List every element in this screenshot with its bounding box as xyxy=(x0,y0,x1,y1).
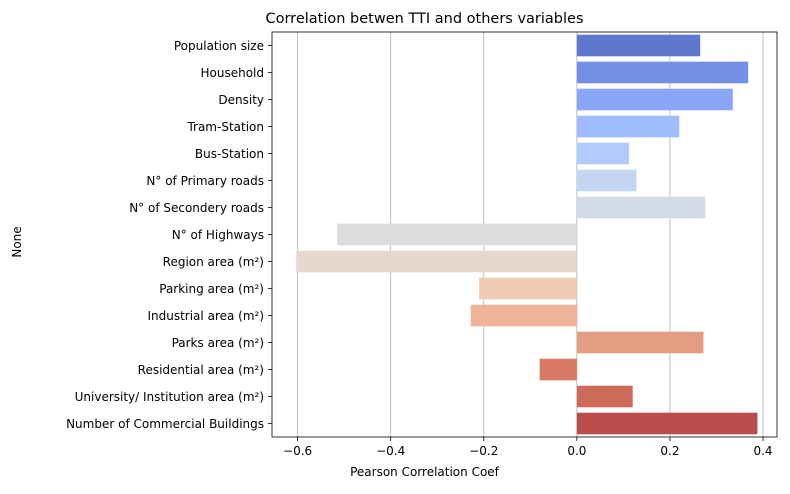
y-tick-label: Parks area (m²) xyxy=(172,336,264,350)
bar xyxy=(479,277,577,300)
y-tick-label: Industrial area (m²) xyxy=(147,309,264,323)
bar xyxy=(576,61,749,84)
y-ticks: Population size Household Density Tram-Stat… xyxy=(66,39,272,431)
bar xyxy=(576,169,637,192)
y-tick-label: N° of Highways xyxy=(172,228,264,242)
bar xyxy=(337,223,577,246)
y-tick-label: Region area (m²) xyxy=(163,255,264,269)
bar xyxy=(576,196,706,219)
bar xyxy=(576,142,629,165)
x-tick-label: 0.0 xyxy=(567,444,586,458)
bar xyxy=(576,34,701,57)
x-tick-label: 0.4 xyxy=(753,444,772,458)
y-tick-label: Population size xyxy=(174,39,264,53)
bar xyxy=(576,115,680,138)
y-tick-label: Number of Commercial Buildings xyxy=(66,417,264,431)
bar xyxy=(576,331,704,354)
bar xyxy=(539,358,577,381)
chart-title: Correlation betwen TTI and others variab… xyxy=(265,11,583,27)
y-tick-label: Density xyxy=(218,93,264,107)
x-tick-label: −0.6 xyxy=(283,444,312,458)
y-tick-label: N° of Secondery roads xyxy=(129,201,264,215)
y-tick-label: Household xyxy=(200,66,264,80)
bars xyxy=(296,34,758,435)
x-tick-label: 0.2 xyxy=(660,444,679,458)
bar xyxy=(576,385,633,408)
y-tick-label: Tram-Station xyxy=(186,120,264,134)
bar xyxy=(576,412,758,435)
y-tick-label: University/ Institution area (m²) xyxy=(75,390,264,404)
y-tick-label: N° of Primary roads xyxy=(146,174,264,188)
bar xyxy=(296,250,577,273)
y-tick-label: Parking area (m²) xyxy=(159,282,264,296)
y-tick-label: Residential area (m²) xyxy=(138,363,264,377)
x-axis-label: Pearson Correlation Coef xyxy=(350,465,500,479)
bar xyxy=(470,304,577,327)
y-axis-label: None xyxy=(10,226,24,257)
y-tick-label: Bus-Station xyxy=(195,147,264,161)
x-ticks: −0.6 −0.4 −0.2 0.0 0.2 0.4 xyxy=(283,437,773,458)
x-tick-label: −0.2 xyxy=(469,444,498,458)
bar xyxy=(576,88,733,111)
x-tick-label: −0.4 xyxy=(376,444,405,458)
